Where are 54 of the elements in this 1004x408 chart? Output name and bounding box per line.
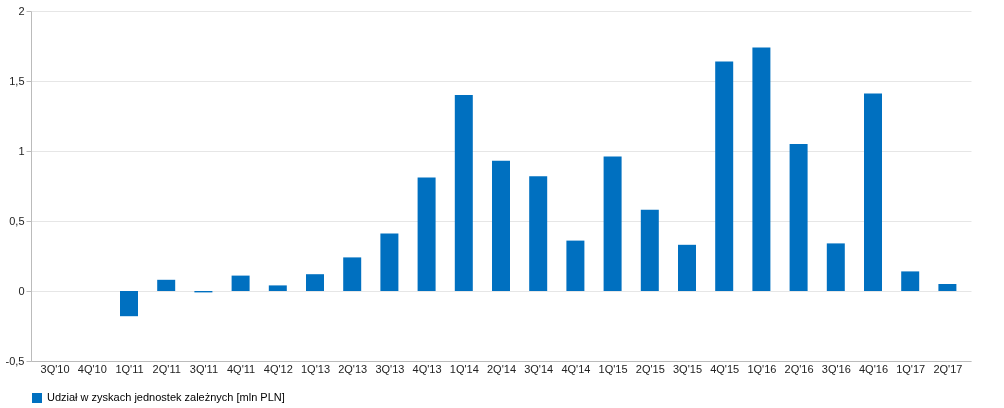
x-tick-label: 4Q'10 — [77, 362, 107, 375]
x-tick-label: 4Q'12 — [263, 362, 293, 375]
x-tick-label: 3Q'14 — [524, 362, 554, 375]
bar — [529, 176, 548, 291]
bar — [752, 47, 771, 291]
bar — [640, 209, 659, 291]
bar — [566, 240, 585, 291]
y-tick-label: 1 — [18, 144, 25, 157]
bar — [454, 95, 473, 291]
bar — [231, 275, 250, 291]
bar — [864, 93, 882, 291]
y-tick-label: 0 — [18, 284, 25, 297]
y-tick-label: 0,5 — [9, 214, 25, 227]
bar — [157, 279, 176, 291]
x-tick-label: 3Q'10 — [40, 362, 70, 375]
bar — [603, 156, 622, 291]
bar — [380, 233, 399, 291]
x-tick-label: 1Q'14 — [449, 362, 479, 375]
x-tick-label: 1Q'16 — [747, 362, 777, 375]
x-tick-label: 3Q'16 — [821, 362, 851, 375]
x-tick-label: 2Q'16 — [784, 362, 814, 375]
x-tick-label: 4Q'13 — [412, 362, 442, 375]
bar — [492, 160, 510, 291]
bar — [901, 271, 920, 291]
x-tick-label: 4Q'14 — [561, 362, 591, 375]
y-tick-label: 2 — [18, 4, 25, 17]
x-tick-label: 4Q'15 — [710, 362, 740, 375]
x-tick-label: 2Q'11 — [152, 362, 181, 375]
x-tick-label: 3Q'15 — [672, 362, 703, 375]
x-tick-label: 1Q'11 — [115, 362, 144, 375]
bar — [826, 243, 845, 291]
x-tick-label: 3Q'11 — [189, 362, 218, 375]
x-tick-label: 1Q'13 — [300, 362, 331, 375]
x-tick-label: 4Q'11 — [227, 362, 256, 375]
bar — [343, 257, 362, 291]
x-tick-label: 3Q'13 — [375, 362, 405, 375]
bar — [120, 291, 138, 317]
bar — [268, 285, 287, 291]
bar — [306, 274, 324, 291]
x-tick-label: 4Q'16 — [858, 362, 889, 375]
y-tick-label: -0,5 — [5, 354, 25, 367]
x-tick-label: 1Q'17 — [896, 362, 926, 375]
legend-label: Udział w zyskach jednostek zależnych [mln PLN] — [47, 391, 285, 403]
y-tick-label: 1,5 — [9, 74, 25, 87]
x-tick-label: 2Q'13 — [338, 362, 368, 375]
bar — [678, 244, 696, 291]
x-tick-label: 1Q'15 — [598, 362, 628, 375]
x-tick-label: 2Q'15 — [635, 362, 665, 375]
x-tick-label: 2Q'14 — [486, 362, 517, 375]
bar — [417, 177, 436, 291]
bar — [789, 144, 808, 291]
x-tick-label: 2Q'17 — [933, 362, 963, 375]
bar — [715, 61, 734, 291]
bar — [938, 284, 957, 291]
